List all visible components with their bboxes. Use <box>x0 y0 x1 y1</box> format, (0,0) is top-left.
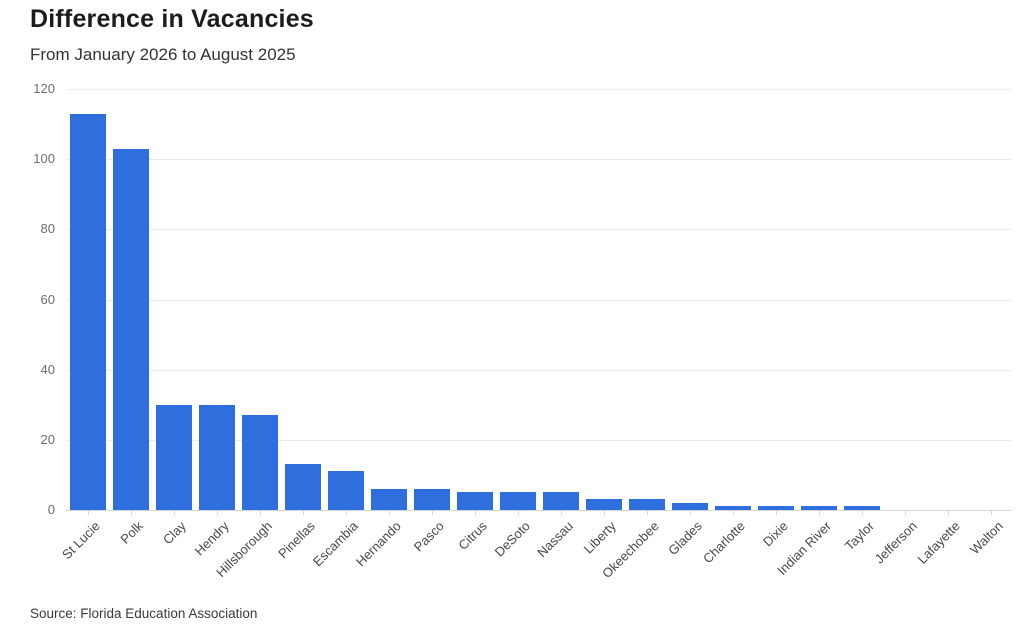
x-axis-tick <box>475 511 476 515</box>
y-axis-tick-label: 60 <box>40 292 55 307</box>
gridline <box>66 89 1012 90</box>
bar <box>715 506 751 510</box>
x-axis-category-label: Hernando <box>352 518 404 570</box>
x-axis-tick <box>819 511 820 515</box>
x-axis-tick <box>260 511 261 515</box>
x-axis-category-label: Walton <box>967 518 1006 558</box>
x-axis-tick <box>905 511 906 515</box>
gridline <box>66 370 1012 371</box>
x-axis-tick <box>88 511 89 515</box>
bar <box>156 405 192 510</box>
bar <box>672 503 708 510</box>
x-axis-tick <box>131 511 132 515</box>
x-axis-tick <box>389 511 390 515</box>
bar <box>371 489 407 510</box>
x-axis-tick <box>217 511 218 515</box>
gridline <box>66 300 1012 301</box>
y-axis-tick-label: 100 <box>33 151 55 166</box>
y-axis-tick-label: 20 <box>40 432 55 447</box>
bar <box>457 492 493 510</box>
bar <box>844 506 880 510</box>
x-axis-tick <box>518 511 519 515</box>
x-axis-tick <box>432 511 433 515</box>
x-axis-category-label: Hendry <box>191 518 232 559</box>
x-axis-category-label: DeSoto <box>491 518 533 560</box>
x-axis-category-label: Lafayette <box>914 518 963 567</box>
chart-title: Difference in Vacancies <box>30 5 314 33</box>
bar <box>500 492 536 510</box>
x-axis-category-label: Liberty <box>580 518 619 557</box>
x-axis-category-label: Pasco <box>410 518 447 555</box>
x-axis-category-label: St Lucie <box>59 518 103 563</box>
bar <box>113 149 149 510</box>
x-axis-tick <box>561 511 562 515</box>
bar <box>285 464 321 510</box>
chart-subtitle: From January 2026 to August 2025 <box>30 45 296 64</box>
x-axis-tick <box>604 511 605 515</box>
x-axis-category-label: Nassau <box>534 518 576 561</box>
x-axis-tick <box>690 511 691 515</box>
x-axis-category-label: Citrus <box>455 518 490 553</box>
gridline <box>66 440 1012 441</box>
x-axis-category-label: Polk <box>117 518 146 547</box>
x-axis-category-label: Taylor <box>841 518 877 554</box>
x-axis-category-label: Pinellas <box>275 518 318 562</box>
x-axis-category-label: Glades <box>665 518 705 559</box>
bar <box>70 114 106 510</box>
x-axis-tick <box>948 511 949 515</box>
x-axis-tick <box>776 511 777 515</box>
bar <box>414 489 450 510</box>
bar <box>199 405 235 510</box>
source-note: Source: Florida Education Association <box>30 606 258 621</box>
y-axis-tick-label: 120 <box>33 81 55 96</box>
x-axis-tick <box>647 511 648 515</box>
gridline <box>66 510 1012 511</box>
y-axis-tick-label: 0 <box>47 502 55 517</box>
x-axis-tick <box>733 511 734 515</box>
bar <box>543 492 579 510</box>
x-axis-tick <box>303 511 304 515</box>
x-axis-category-label: Charlotte <box>699 518 748 567</box>
bar <box>586 499 622 510</box>
x-axis-category-label: Jefferson <box>871 518 920 567</box>
x-axis-category-label: Clay <box>159 518 189 548</box>
x-axis-tick <box>174 511 175 515</box>
x-axis-tick <box>346 511 347 515</box>
bar <box>801 506 837 510</box>
bar <box>242 415 278 510</box>
bar <box>629 499 665 510</box>
gridline <box>66 159 1012 160</box>
bar <box>758 506 794 510</box>
bar <box>328 471 364 510</box>
x-axis-tick <box>991 511 992 515</box>
y-axis-tick-label: 40 <box>40 362 55 377</box>
x-axis-category-label: Escambia <box>309 518 361 570</box>
x-axis-category-label: Dixie <box>759 518 791 550</box>
x-axis-tick <box>862 511 863 515</box>
y-axis-tick-label: 80 <box>40 221 55 236</box>
gridline <box>66 229 1012 230</box>
